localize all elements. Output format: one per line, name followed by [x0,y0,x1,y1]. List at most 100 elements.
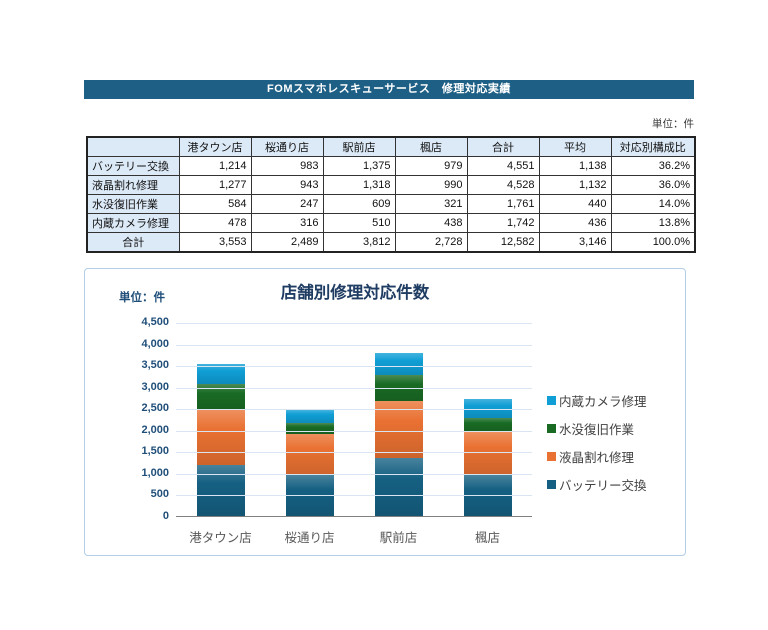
y-axis-tick-label: 4,500 [141,316,169,328]
value-cell[interactable]: 438 [394,213,468,233]
gridline [176,452,532,454]
table-body: バッテリー交換 1,214 983 1,375 979 4,551 1,138 36.2% 液晶… [86,156,696,253]
bar-segment[interactable] [196,464,245,517]
value-cell[interactable]: 247 [250,194,324,214]
row-label-cell[interactable]: 液晶割れ修理 [86,175,180,195]
column-header[interactable] [86,136,180,157]
y-axis-tick-label: 3,000 [141,380,169,393]
legend-label: 内蔵カメラ修理 [559,395,647,409]
value-cell[interactable]: 983 [250,156,324,176]
bar-segment[interactable] [463,399,512,419]
table-row: バッテリー交換 1,214 983 1,375 979 4,551 1,138 36.2% [86,156,696,176]
value-cell[interactable]: 12,582 [466,232,540,253]
row-label-cell[interactable]: 合計 [86,232,180,253]
y-axis-tick-label: 0 [162,510,169,522]
gridline [176,323,532,324]
value-cell[interactable]: 478 [178,213,252,233]
value-cell[interactable]: 3,146 [538,232,612,253]
bar-segment[interactable] [463,432,512,475]
x-axis-category-label: 楓店 [474,531,500,545]
legend-swatch [547,452,556,461]
value-cell[interactable]: 36.2% [610,156,696,176]
bar-segment[interactable] [285,409,334,424]
repair-chart[interactable]: 単位：件 店舗別修理対応件数 港タウン店 桜通り店 駅前店 楓店 内蔵カメラ修理 水没復… [84,268,686,556]
table-row: 液晶割れ修理 1,277 943 1,318 990 4,528 1,132 36.0% [86,175,696,195]
legend-label: 水没復旧作業 [559,423,635,437]
column-header[interactable]: 港タウン店 [178,136,252,157]
legend-label: 液晶割れ修理 [559,451,635,465]
y-axis-tick-label: 500 [150,488,169,501]
bar-segment[interactable] [463,418,512,433]
column-header[interactable]: 桜通り店 [250,136,324,157]
table-unit-label: 単位：件 [652,118,694,130]
value-cell[interactable]: 36.0% [610,175,696,195]
value-cell[interactable]: 584 [178,194,252,214]
value-cell[interactable]: 3,812 [322,232,396,253]
value-cell[interactable]: 979 [394,156,468,176]
value-cell[interactable]: 3,553 [178,232,252,253]
row-label-cell[interactable]: 内蔵カメラ修理 [86,213,180,233]
value-cell[interactable]: 14.0% [610,194,696,214]
y-axis-tick-label: 2,500 [141,402,169,415]
value-cell[interactable]: 440 [538,194,612,214]
report-title-bar[interactable]: FOMスマホレスキューサービス 修理対応実績 [84,80,694,99]
gridline [176,495,532,497]
row-label-cell[interactable]: バッテリー交換 [86,156,180,176]
repair-results-table[interactable]: 港タウン店 桜通り店 駅前店 楓店 合計 平均 対応別構成比 バッテリー交換 1,214 983… [86,136,696,253]
value-cell[interactable]: 2,489 [250,232,324,253]
row-label-cell[interactable]: 水没復旧作業 [86,194,180,214]
bar-segment[interactable] [374,352,423,375]
y-axis-tick-label: 2,000 [141,423,169,436]
value-cell[interactable]: 4,528 [466,175,540,195]
legend-swatch [547,424,556,433]
value-cell[interactable]: 943 [250,175,324,195]
table-row: 水没復旧作業 584 247 609 321 1,761 440 14.0% [86,194,696,214]
bar-slot [265,323,354,517]
stacked-bar[interactable] [463,399,512,517]
column-header[interactable]: 対応別構成比 [610,136,696,157]
value-cell[interactable]: 316 [250,213,324,233]
bar-segment[interactable] [285,423,334,434]
legend-label: バッテリー交換 [559,479,647,493]
legend-swatch [547,480,556,489]
value-cell[interactable]: 609 [322,194,396,214]
value-cell[interactable]: 1,742 [466,213,540,233]
column-header[interactable]: 平均 [538,136,612,157]
legend-item[interactable]: 内蔵カメラ修理 [547,391,647,410]
value-cell[interactable]: 100.0% [610,232,696,253]
column-header[interactable]: 合計 [466,136,540,157]
stacked-bar[interactable] [374,352,423,517]
bar-segment[interactable] [196,363,245,385]
y-axis-tick-label: 1,000 [141,466,169,479]
gridline [176,344,532,346]
value-cell[interactable]: 1,138 [538,156,612,176]
legend-item[interactable]: 液晶割れ修理 [547,447,647,466]
value-cell[interactable]: 321 [394,194,468,214]
stacked-bar[interactable] [285,409,334,517]
chart-legend[interactable]: 内蔵カメラ修理 水没復旧作業 液晶割れ修理 バッテリー交換 [547,391,647,494]
value-cell[interactable]: 1,214 [178,156,252,176]
value-cell[interactable]: 1,132 [538,175,612,195]
bar-slot [443,323,532,517]
bar-segment[interactable] [196,409,245,465]
gridline [176,473,532,475]
value-cell[interactable]: 1,318 [322,175,396,195]
value-cell[interactable]: 1,277 [178,175,252,195]
legend-item[interactable]: 水没復旧作業 [547,419,647,438]
bar-segment[interactable] [285,433,334,475]
value-cell[interactable]: 4,551 [466,156,540,176]
value-cell[interactable]: 436 [538,213,612,233]
value-cell[interactable]: 1,375 [322,156,396,176]
legend-item[interactable]: バッテリー交換 [547,475,647,494]
column-header[interactable]: 楓店 [394,136,468,157]
value-cell[interactable]: 510 [322,213,396,233]
value-cell[interactable]: 13.8% [610,213,696,233]
column-header[interactable]: 駅前店 [322,136,396,157]
value-cell[interactable]: 2,728 [394,232,468,253]
bar-segment[interactable] [374,457,423,517]
y-axis-tick-label: 1,500 [141,445,169,458]
bar-segment[interactable] [374,400,423,458]
value-cell[interactable]: 1,761 [466,194,540,214]
value-cell[interactable]: 990 [394,175,468,195]
